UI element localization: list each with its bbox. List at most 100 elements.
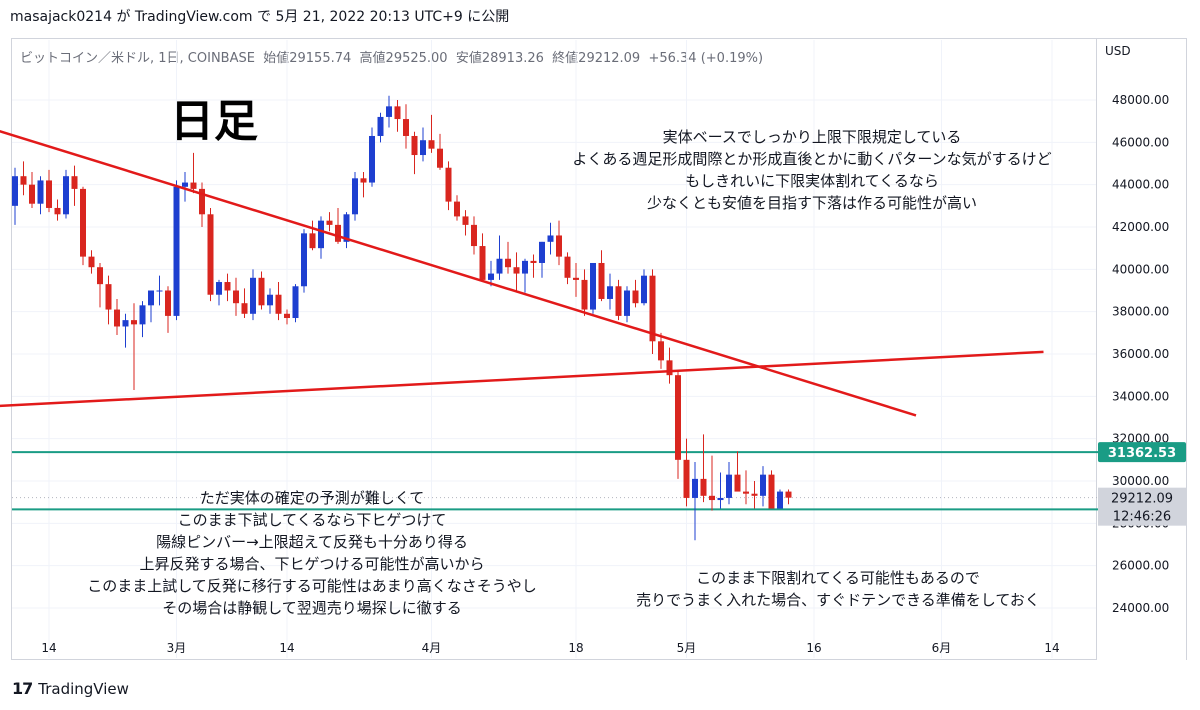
candle-body [105, 284, 112, 310]
annotation-line: このまま下試してくるなら下ヒゲつけて [178, 511, 447, 529]
price-scale[interactable] [1097, 38, 1187, 660]
candle-body [632, 290, 639, 304]
last-price-label: 29212.09 [1111, 492, 1173, 507]
footer-brand[interactable]: 17 TradingView [12, 679, 129, 698]
candle-body [29, 184, 35, 204]
candle-body [462, 216, 469, 225]
candle-body [54, 207, 61, 215]
candle-body [207, 214, 214, 295]
close-value: 29212.09 [578, 51, 641, 66]
candle-body [760, 474, 766, 496]
brand-name: TradingView [38, 679, 129, 698]
candle-body [692, 478, 698, 498]
candle-body [709, 495, 715, 501]
candle-body [267, 294, 273, 306]
high-label: 高値 [359, 51, 386, 66]
candle-body [785, 491, 792, 498]
candle-body [539, 241, 545, 263]
candle-body [700, 478, 707, 496]
candle-body [581, 279, 588, 310]
y-tick-label: 46000.00 [1112, 135, 1169, 149]
y-tick-label: 30000.00 [1112, 474, 1169, 488]
currency-label: USD [1105, 44, 1131, 58]
candle-body [233, 290, 239, 304]
annotation-line: 実体ベースでしっかり上限下限規定している [663, 128, 962, 146]
y-tick-label: 24000.00 [1112, 601, 1169, 615]
annotation-line: よくある週足形成間際とか形成直後とかに動くパターンな気がするけど [572, 150, 1051, 168]
y-tick-label: 44000.00 [1112, 178, 1169, 192]
candle-body [768, 474, 775, 509]
change-value: +56.34 (+0.19%) [648, 51, 764, 66]
x-tick-label: 3月 [167, 641, 187, 655]
candle-body [556, 235, 562, 257]
candle-body [658, 341, 664, 361]
candle-body [284, 313, 290, 319]
candle-body [717, 497, 724, 501]
high-value: 29525.00 [385, 51, 448, 66]
candle-body [165, 290, 171, 316]
symbol-name[interactable]: ビットコイン／米ドル, 1日, COINBASE [20, 51, 255, 66]
candle-body [479, 246, 486, 280]
chart-title: 日足 [170, 96, 258, 147]
candle-body [675, 375, 681, 460]
open-value: 29155.74 [289, 51, 352, 66]
candle-body [624, 290, 630, 316]
candle-body [292, 286, 299, 319]
level-price-tag-label: 31362.53 [1108, 446, 1176, 461]
candle-body [114, 309, 120, 327]
y-tick-label: 42000.00 [1112, 220, 1169, 234]
candle-body [394, 106, 401, 120]
candle-body [190, 182, 197, 189]
annotation-line: このまま上試して反発に移行する可能性はあまり高くなさそうやし [87, 577, 537, 595]
candle-body [683, 459, 690, 498]
y-tick-label: 26000.00 [1112, 559, 1169, 573]
candle-body [343, 214, 350, 242]
candle-body [122, 320, 129, 327]
candle-body [377, 116, 384, 136]
x-tick-label: 14 [41, 641, 56, 655]
symbol-info-line: ビットコイン／米ドル, 1日, COINBASE 始値29155.74 高値29… [20, 47, 763, 66]
candle-body [505, 258, 511, 268]
annotation-line: その場合は静観して翌週売り場探しに徹する [162, 599, 462, 617]
grid-lines [12, 40, 1096, 658]
candle-body [97, 267, 103, 285]
candle-body [224, 282, 231, 291]
candle-body [199, 188, 205, 215]
candle-body [148, 290, 154, 306]
candle-body [309, 233, 316, 249]
candle-body [12, 176, 18, 206]
candle-body [649, 275, 656, 342]
x-axis: 14 3月 14 4月 18 5月 16 6月 14 [41, 641, 1059, 655]
candle-body [20, 176, 27, 185]
candle-body [369, 135, 375, 183]
candle-body [726, 474, 732, 498]
candle-body [335, 224, 341, 242]
candle-body [666, 360, 673, 376]
candle-body [326, 220, 333, 225]
candle-body [734, 474, 741, 492]
candle-body [522, 260, 528, 274]
candle-body [454, 201, 460, 217]
chart-pane[interactable] [11, 38, 1097, 660]
x-tick-label: 18 [568, 641, 583, 655]
trendline [0, 350, 1044, 408]
annotation-line: 上昇反発する場合、下ヒゲつける可能性が高いから [139, 555, 484, 573]
candle-body [258, 277, 265, 306]
x-tick-label: 14 [279, 641, 294, 655]
candle-body [403, 119, 409, 136]
candle-body [547, 235, 554, 242]
candle-body [63, 176, 69, 215]
candle-body [216, 282, 222, 295]
y-tick-label: 34000.00 [1112, 389, 1169, 403]
candle-body [301, 233, 307, 287]
x-tick-label: 4月 [422, 641, 442, 655]
candle-body [420, 140, 426, 156]
annotation-line: 売りでうまく入れた場合、すぐドテンできる準備をしておく [636, 591, 1040, 609]
candle-body [530, 260, 537, 263]
open-label: 始値 [263, 51, 290, 66]
candle-body [46, 180, 52, 208]
candle-body [777, 491, 783, 509]
low-value: 28913.26 [481, 51, 544, 66]
